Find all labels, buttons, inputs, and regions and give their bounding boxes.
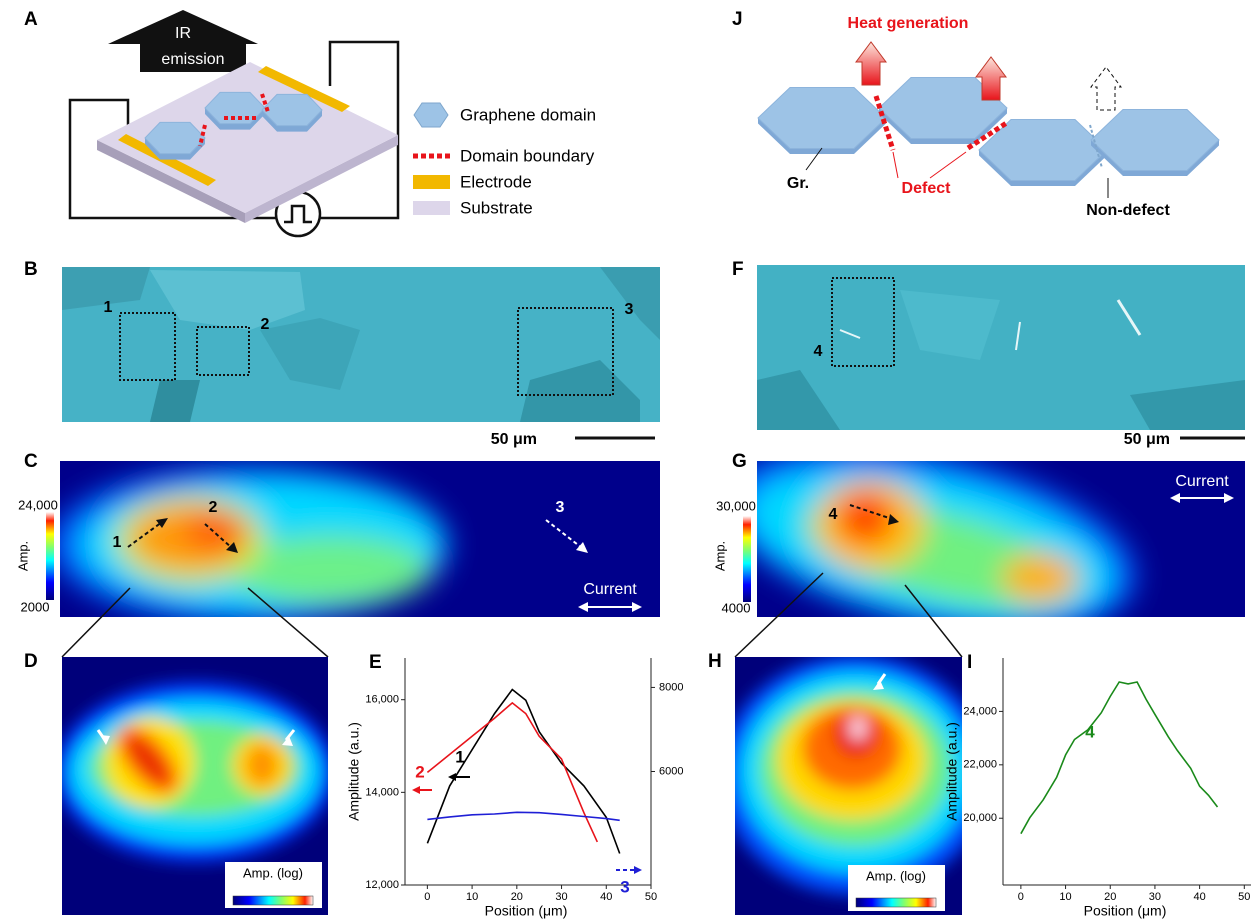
pointer — [893, 152, 898, 178]
y-tick-label: 24,000 — [963, 705, 997, 717]
panel-label: C — [24, 451, 38, 472]
heat-arrow — [856, 42, 886, 85]
y-tick-label: 20,000 — [963, 812, 997, 824]
annotation: Defect — [902, 180, 952, 197]
x-tick-label: 40 — [600, 891, 612, 903]
heat-blob — [837, 492, 893, 544]
colorbar-title: Amp. (log) — [866, 868, 926, 883]
heatmap — [707, 413, 1245, 667]
x-tick-label: 50 — [645, 891, 657, 903]
heat-blobs — [50, 465, 450, 625]
y-axis-label: Amplitude (a.u.) — [346, 722, 362, 821]
colorbar-min: 2000 — [21, 599, 50, 614]
legend-swatch — [413, 201, 450, 215]
data-line — [427, 812, 619, 820]
series-arrowhead — [634, 866, 642, 874]
colorbar — [46, 512, 54, 600]
optical-image — [62, 267, 660, 422]
region-label: 4 — [829, 506, 838, 523]
colorbar-min: 4000 — [722, 600, 751, 615]
data-line — [1021, 682, 1218, 834]
series-label: 3 — [620, 877, 629, 896]
scale-bar-label: 50 μm — [1124, 431, 1170, 448]
heat-blobs — [707, 413, 1153, 667]
colorbar-max: 30,000 — [716, 498, 756, 513]
legend-text: Graphene domain — [460, 105, 596, 124]
y2-tick-label: 8000 — [659, 681, 683, 693]
colorbar-title: Amp. (log) — [243, 865, 303, 880]
colorbar — [233, 896, 313, 905]
x-tick-label: 10 — [1059, 891, 1071, 903]
x-tick-label: 20 — [511, 891, 523, 903]
series-label: 4 — [1085, 722, 1095, 741]
panel-label: G — [732, 451, 747, 472]
x-tick-label: 50 — [1238, 891, 1250, 903]
optical-image — [757, 265, 1245, 430]
panel-label: F — [732, 259, 744, 280]
heat-blobs — [55, 682, 335, 862]
arrow-text: emission — [161, 51, 224, 68]
panel-label: D — [24, 651, 38, 672]
region-label: 2 — [209, 499, 218, 516]
series-arrowhead — [412, 786, 420, 794]
region-label: 4 — [814, 343, 823, 360]
y-axis-label: Amplitude (a.u.) — [944, 722, 960, 821]
annotation: Non-defect — [1086, 202, 1170, 219]
x-tick-label: 20 — [1104, 891, 1116, 903]
y-tick-label: 16,000 — [365, 694, 399, 706]
series-label: 1 — [455, 747, 464, 766]
region-label: 3 — [625, 301, 634, 318]
pointer — [930, 152, 966, 178]
legend-text: Substrate — [460, 198, 533, 217]
legend-text: Electrode — [460, 172, 532, 191]
x-tick-label: 30 — [555, 891, 567, 903]
heatmap — [50, 461, 660, 625]
x-tick-label: 0 — [424, 891, 430, 903]
y-tick-label: 12,000 — [365, 879, 399, 891]
legend-text: Domain boundary — [460, 146, 595, 165]
data-line — [427, 703, 597, 842]
panel-label: E — [369, 652, 382, 673]
heat-blob — [1002, 554, 1078, 602]
y2-tick-label: 6000 — [659, 765, 683, 777]
arrow-text: IR — [175, 25, 191, 42]
region-label: 1 — [104, 299, 113, 316]
heat-blob — [248, 745, 276, 785]
colorbar-title: Amp. — [712, 541, 727, 571]
x-tick-label: 0 — [1018, 891, 1024, 903]
series-label: 2 — [415, 762, 424, 781]
panel-label: B — [24, 259, 38, 280]
annotation: Gr. — [787, 175, 809, 192]
colorbar-title: Amp. — [15, 541, 30, 571]
panel-label: A — [24, 9, 38, 30]
legend: Graphene domain Domain boundary Electrod… — [413, 103, 596, 217]
panel-label: H — [708, 651, 722, 672]
colorbar-max: 24,000 — [18, 497, 58, 512]
panel-label: I — [967, 652, 972, 673]
x-axis-label: Position (μm) — [1084, 903, 1167, 919]
heat-blob — [850, 716, 866, 740]
current-label: Current — [1175, 473, 1229, 490]
x-tick-label: 40 — [1193, 891, 1205, 903]
region-label: 3 — [556, 499, 565, 516]
series-arrowhead — [448, 773, 456, 781]
heat-title: Heat generation — [848, 15, 969, 32]
x-tick-label: 30 — [1149, 891, 1161, 903]
y-tick-label: 22,000 — [963, 759, 997, 771]
figure: A IR emission Graphene domain Domain bou… — [0, 0, 1254, 919]
region-label: 2 — [261, 316, 270, 333]
substrate — [97, 62, 398, 213]
legend-swatch — [413, 175, 450, 189]
y-tick-label: 14,000 — [365, 786, 399, 798]
current-label: Current — [583, 581, 637, 598]
no-heat-arrow — [1091, 67, 1121, 110]
colorbar — [743, 516, 751, 602]
region-label: 1 — [113, 534, 122, 551]
legend-swatch — [414, 103, 448, 127]
colorbar — [856, 898, 936, 907]
panel-label: J — [732, 9, 743, 30]
x-tick-label: 10 — [466, 891, 478, 903]
x-axis-label: Position (μm) — [485, 903, 568, 919]
scale-bar-label: 50 μm — [491, 431, 537, 448]
